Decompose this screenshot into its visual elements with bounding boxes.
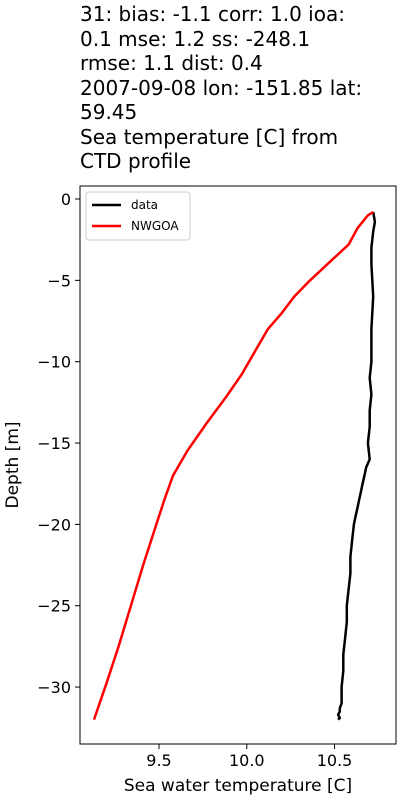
title-line: 31: bias: -1.1 corr: 1.0 ioa: [80,2,345,26]
y-axis-label: Depth [m] [3,421,23,508]
chart-title: 31: bias: -1.1 corr: 1.0 ioa: 0.1 mse: 1… [80,2,398,174]
legend-label-data: data [131,198,158,212]
title-line: CTD profile [80,149,192,173]
plot-frame [79,185,397,745]
title-line: rmse: 1.1 dist: 0.4 [80,51,263,75]
title-line: 2007-09-08 lon: -151.85 lat: [80,75,363,100]
series-line-data [336,211,377,721]
y-tick-label: −15 [37,434,71,453]
y-tick-label: −20 [37,515,71,534]
y-tick-label: −5 [47,271,71,290]
legend-label-nwgoa: NWGOA [131,219,179,233]
y-tick-label: 0 [61,190,71,209]
series-line-nwgoa [92,210,374,721]
title-line: Sea temperature [C] from [80,124,339,149]
x-tick-label: 10.5 [317,751,353,770]
title-line: 0.1 mse: 1.2 ss: -248.1 [80,26,311,51]
title-line: 59.45 [80,100,138,124]
y-tick-label: −10 [37,353,71,372]
y-tick-label: −30 [37,678,71,697]
y-tick-label: −25 [37,597,71,616]
plot-lines [92,210,377,721]
x-axis-label: Sea water temperature [C] [124,776,352,796]
x-tick-label: 9.5 [146,751,171,770]
axis-ticks: 0 −5 −10 −15 −20 −25 −30 9.5 10.0 10.5 [37,190,352,770]
x-tick-label: 10.0 [229,751,265,770]
legend: data NWGOA [85,191,191,241]
